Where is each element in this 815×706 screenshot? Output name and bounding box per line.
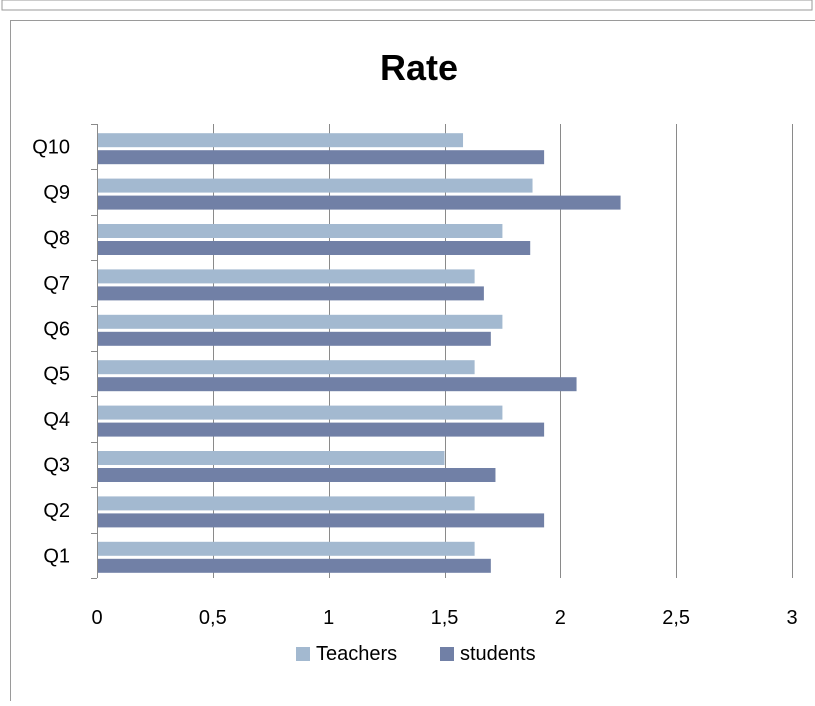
legend-label-students: students [460,643,536,665]
category-label-q7: Q7 [43,273,70,295]
category-label-q6: Q6 [43,318,70,340]
axes: Q1 Q2 Q3 Q4 Q5 Q6 Q7 Q8 Q9 Q10 0 0,5 1 1,5 2 2,5 3 [32,124,798,629]
category-label-q5: Q5 [43,364,70,386]
x-tick-label-5: 2,5 [662,607,690,629]
bar-students-q4 [97,422,545,437]
bar-teachers-q5 [97,360,475,375]
bar-students-q10 [97,150,545,165]
x-tick-label-0: 0 [91,607,102,629]
x-tick-label-2: 1 [323,607,334,629]
category-label-q3: Q3 [43,455,70,477]
x-tick-label-1: 0,5 [199,607,227,629]
bars [97,133,621,573]
x-tick-label-4: 2 [555,607,566,629]
bar-students-q8 [97,241,531,255]
x-tick-label-3: 1,5 [431,607,459,629]
bar-students-q5 [97,377,577,392]
bar-students-q9 [97,195,621,210]
bar-students-q1 [97,558,491,573]
category-label-q2: Q2 [43,500,70,522]
bar-students-q2 [97,513,545,528]
bar-students-q6 [97,331,491,346]
category-label-q8: Q8 [43,228,70,250]
category-label-q4: Q4 [43,409,70,431]
bar-teachers-q4 [97,405,503,420]
bar-teachers-q6 [97,314,503,329]
chart-title: Rate [380,47,458,88]
bar-students-q3 [97,468,496,482]
bar-students-q7 [97,286,484,301]
x-tick-label-6: 3 [786,607,797,629]
legend-label-teachers: Teachers [316,643,397,665]
category-label-q9: Q9 [43,182,70,204]
bar-teachers-q9 [97,178,533,193]
bar-teachers-q8 [97,224,503,238]
category-label-q1: Q1 [43,545,70,567]
top-panel-frame [1,0,813,11]
legend: Teachers students [296,643,536,665]
bar-teachers-q3 [97,451,445,465]
bar-teachers-q7 [97,269,475,284]
category-label-q10: Q10 [32,137,70,159]
bar-teachers-q1 [97,541,475,556]
bar-teachers-q2 [97,496,475,511]
legend-swatch-students [440,647,454,661]
legend-swatch-teachers [296,647,310,661]
bar-teachers-q10 [97,133,464,148]
